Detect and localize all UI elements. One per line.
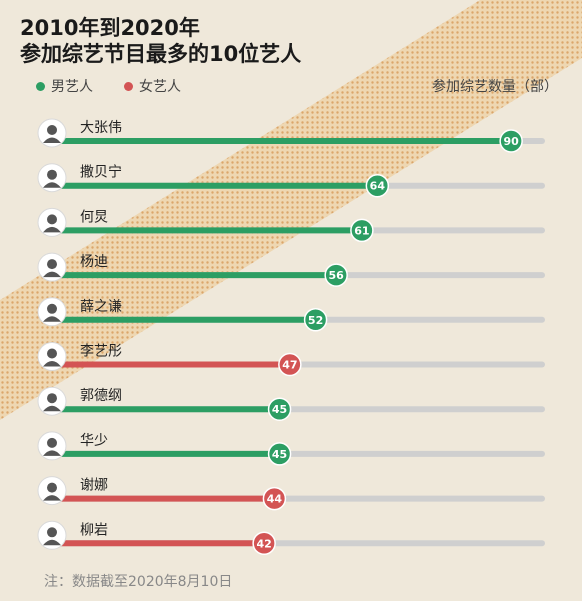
value-label: 44	[267, 493, 283, 506]
value-badge	[278, 352, 302, 377]
legend-female: 女艺人	[124, 76, 181, 96]
diagonal-stripe	[0, 0, 582, 420]
category-label: 大张伟	[80, 120, 122, 136]
category-label: 华少	[80, 433, 108, 449]
category-label: 郭德纲	[80, 387, 122, 404]
legend-female-label: 女艺人	[139, 79, 181, 95]
chart-title-line2: 参加综艺节目最多的10位艺人	[20, 42, 302, 66]
category-label: 谢娜	[80, 478, 108, 494]
category-label: 李艺彤	[80, 344, 122, 360]
avatar-body-icon	[43, 450, 61, 456]
value-badge	[499, 129, 523, 153]
avatar-body-icon	[43, 316, 61, 322]
value-badge	[303, 308, 328, 332]
value-badge	[267, 397, 292, 421]
avatar-head-icon	[47, 437, 57, 448]
avatar-head-icon	[47, 125, 57, 135]
value-badge	[262, 486, 287, 511]
legend-female-dot-icon	[124, 81, 133, 91]
avatar-head-icon	[47, 169, 57, 180]
avatar-head-icon	[47, 527, 57, 538]
avatar-body-icon	[43, 226, 61, 233]
avatar-head-icon	[47, 348, 57, 359]
value-badge	[350, 218, 374, 243]
avatar-body-icon	[43, 361, 61, 367]
value-label: 47	[282, 359, 297, 372]
legend-male-dot-icon	[36, 81, 45, 91]
value-label: 52	[308, 314, 323, 327]
value-badge	[267, 442, 292, 466]
value-badge	[365, 173, 390, 198]
category-label: 杨迪	[80, 254, 108, 270]
legend-male: 男艺人	[36, 76, 93, 96]
avatar-body-icon	[43, 405, 61, 412]
unit-label: 参加综艺数量（部）	[432, 79, 558, 95]
avatar-head-icon	[47, 482, 57, 493]
value-label: 45	[272, 403, 287, 416]
value-label: 42	[256, 537, 271, 550]
legend-male-label: 男艺人	[51, 79, 93, 95]
avatar-body-icon	[43, 539, 61, 546]
category-label: 薛之谦	[80, 299, 122, 315]
avatar-body-icon	[43, 137, 61, 143]
avatar-body-icon	[43, 495, 61, 501]
value-badge	[252, 531, 276, 556]
avatar-head-icon	[47, 214, 57, 225]
category-label: 柳岩	[80, 521, 108, 538]
value-badge	[324, 263, 348, 287]
value-label: 45	[272, 448, 287, 461]
category-label: 何炅	[80, 209, 108, 225]
avatar-head-icon	[47, 303, 57, 314]
value-label: 64	[370, 180, 386, 193]
value-label: 90	[503, 135, 519, 148]
value-label: 61	[354, 224, 369, 237]
avatar-head-icon	[47, 259, 57, 270]
category-label: 撒贝宁	[80, 164, 122, 181]
avatar-body-icon	[43, 271, 61, 278]
footnote: 注：数据截至2020年8月10日	[44, 574, 233, 590]
chart-title-line1: 2010年到2020年	[20, 16, 200, 40]
avatar-body-icon	[43, 182, 61, 188]
avatar-head-icon	[47, 393, 57, 404]
value-label: 56	[329, 269, 345, 282]
